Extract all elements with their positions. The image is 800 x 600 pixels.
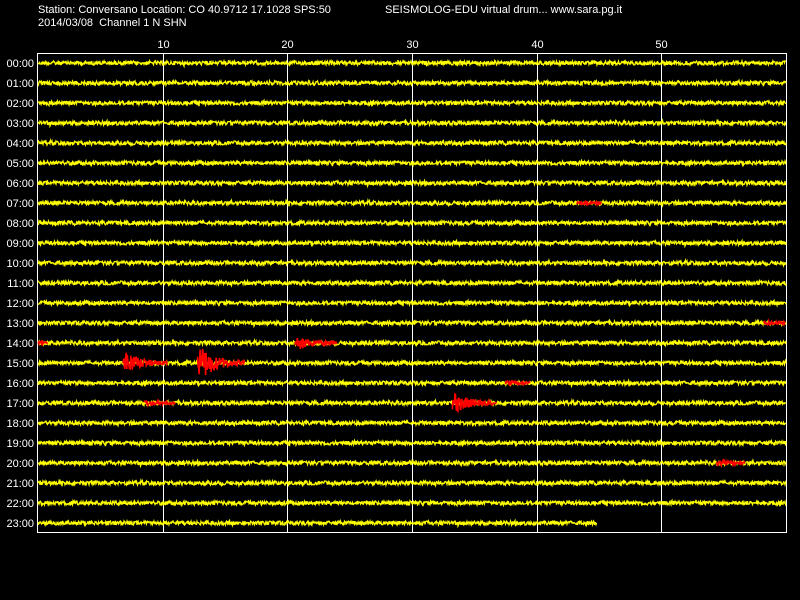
- x-tick-label: 50: [655, 39, 667, 51]
- trace-row: [37, 137, 787, 148]
- trace-row: [37, 238, 787, 249]
- hour-label: 15:00: [6, 358, 34, 370]
- hour-label: 06:00: [6, 178, 34, 190]
- x-tick-label: 10: [157, 39, 169, 51]
- event-waveform: [37, 339, 49, 347]
- drum-title: SEISMOLOG-EDU virtual drum... www.sara.p…: [385, 4, 623, 16]
- event-waveform: [122, 352, 169, 371]
- hour-label: 22:00: [6, 498, 34, 510]
- x-tick-label: 30: [406, 39, 418, 51]
- hour-label: 16:00: [6, 378, 34, 390]
- x-tick-label: 40: [531, 39, 543, 51]
- trace-row: [37, 438, 787, 448]
- trace-row: [37, 58, 787, 69]
- hour-label: 13:00: [6, 318, 34, 330]
- station-info: Station: Conversano Location: CO 40.9712…: [38, 4, 331, 16]
- event-waveform: [575, 199, 602, 208]
- x-tick-label: 20: [281, 39, 293, 51]
- trace-row: [37, 378, 787, 389]
- event-waveform: [143, 398, 176, 408]
- hour-label: 01:00: [6, 78, 34, 90]
- trace-row: [37, 197, 787, 208]
- hour-label: 05:00: [6, 158, 34, 170]
- trace-row: [37, 218, 787, 228]
- trace-row: [37, 158, 787, 168]
- hour-label: 00:00: [6, 58, 34, 70]
- hour-label: 19:00: [6, 438, 34, 450]
- trace-row: [37, 518, 598, 529]
- hour-label: 07:00: [6, 198, 34, 210]
- trace-row: [37, 78, 787, 88]
- trace-row: [37, 458, 787, 469]
- event-waveform: [196, 348, 246, 376]
- trace-row: [37, 318, 787, 329]
- hour-label: 14:00: [6, 338, 34, 350]
- trace-row: [37, 278, 787, 288]
- hour-label: 11:00: [7, 278, 34, 290]
- hour-label: 17:00: [6, 398, 34, 410]
- hour-label: 12:00: [6, 298, 34, 310]
- trace-row: [37, 118, 787, 129]
- event-waveform: [504, 378, 531, 387]
- trace-row: [37, 477, 787, 488]
- trace-row: [37, 418, 787, 428]
- event-waveform: [451, 392, 498, 414]
- hour-label: 21:00: [6, 478, 34, 490]
- trace-row: [37, 298, 787, 308]
- date-channel-info: 2014/03/08 Channel 1 N SHN: [38, 17, 187, 29]
- event-waveform: [294, 337, 338, 350]
- trace-row: [37, 98, 787, 108]
- hour-label: 23:00: [6, 518, 34, 530]
- event-waveform: [715, 458, 746, 469]
- trace-row: [37, 337, 787, 348]
- event-waveform: [763, 318, 786, 328]
- hour-label: 09:00: [6, 238, 34, 250]
- hour-label: 02:00: [6, 98, 34, 110]
- hour-label: 18:00: [6, 418, 34, 430]
- hour-label: 04:00: [6, 138, 34, 150]
- plot-frame: [37, 53, 787, 533]
- trace-row: [37, 257, 787, 268]
- hour-label: 03:00: [6, 118, 34, 130]
- trace-row: [37, 178, 787, 189]
- hour-label: 08:00: [6, 218, 34, 230]
- hour-label: 10:00: [6, 258, 34, 270]
- trace-row: [37, 498, 787, 508]
- hour-label: 20:00: [6, 458, 34, 470]
